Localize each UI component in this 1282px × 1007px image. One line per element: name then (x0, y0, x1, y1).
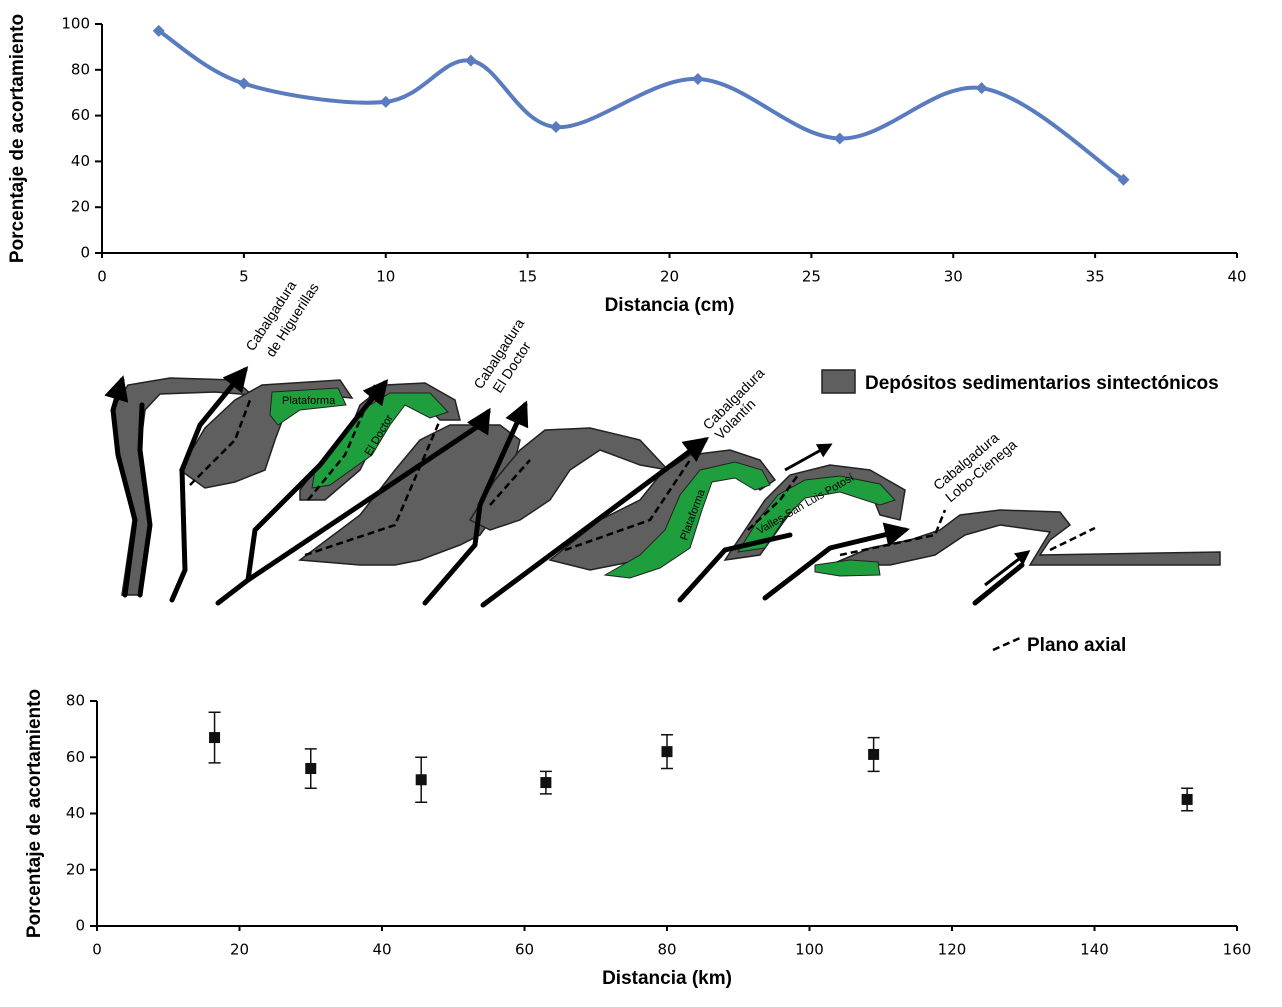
x-tick-label: 0 (97, 268, 107, 286)
thrust (972, 562, 1025, 606)
marker (833, 132, 846, 145)
x-tick-label: 120 (938, 941, 967, 959)
legend-label: Plano axial (1027, 635, 1126, 656)
thrust (762, 522, 910, 601)
marker (379, 95, 392, 108)
platform (737, 475, 896, 553)
marker (550, 121, 562, 134)
x-tick-label: 0 (92, 941, 102, 959)
fold (829, 509, 1221, 566)
thrust (480, 437, 710, 608)
marker (152, 24, 165, 37)
marker (1117, 173, 1130, 186)
y-tick-label: 100 (61, 15, 90, 33)
point (305, 763, 317, 774)
axial-plane (747, 474, 800, 531)
thrust (104, 375, 138, 598)
x-tick-label: 10 (376, 268, 395, 286)
thrust (245, 407, 491, 583)
axial-plane (839, 509, 947, 557)
y-tick-label: 20 (66, 860, 85, 878)
marker (237, 77, 250, 90)
x-tick-label: 60 (515, 941, 534, 959)
axial-plane (189, 399, 252, 486)
legend-swatch (821, 369, 856, 394)
marker (691, 72, 704, 85)
point (415, 774, 427, 786)
unit-label: Plataforma (282, 395, 336, 407)
thrust (422, 400, 529, 606)
point (209, 732, 221, 744)
y-tick-label: 0 (80, 244, 90, 262)
x-tick-label: 20 (660, 268, 679, 286)
y-tick-label: 80 (71, 60, 90, 78)
x-tick-label: 5 (239, 268, 249, 286)
x-tick-label: 20 (230, 941, 249, 959)
axial-plane (307, 384, 377, 501)
y-tick-label: 80 (66, 692, 85, 710)
x-tick-label: 40 (1227, 268, 1246, 286)
x-tick-label: 100 (795, 941, 824, 959)
point (661, 746, 673, 758)
x-tick-label: 140 (1080, 941, 1109, 959)
platform (603, 461, 771, 579)
cross-section: Cabalgadura de Higuerillas Cabalgadura E… (104, 278, 1221, 656)
y-axis-title: Porcentaje de acortamiento (24, 689, 45, 938)
point (1181, 793, 1193, 805)
thrust (677, 532, 793, 603)
line (157, 29, 1125, 182)
y-tick-label: 0 (75, 917, 85, 935)
x-tick-label: 15 (518, 268, 537, 286)
y-axis-title: Porcentaje de acortamiento (7, 14, 28, 263)
x-tick-label: 35 (1086, 268, 1105, 286)
point (540, 777, 552, 789)
x-tick-label: 80 (657, 941, 676, 959)
x-tick-label: 40 (372, 941, 391, 959)
legend-swatch (992, 636, 1021, 652)
y-tick-label: 60 (71, 106, 90, 124)
x-axis-title: Distancia (km) (602, 968, 732, 989)
thrust (137, 402, 153, 598)
thrust (215, 379, 389, 606)
platform (814, 559, 881, 577)
thrust (169, 366, 249, 603)
y-tick-label: 20 (71, 198, 90, 216)
axial-plane (304, 419, 442, 557)
x-tick-label: 25 (802, 268, 821, 286)
fold (468, 427, 671, 531)
y-tick-label: 40 (71, 152, 90, 170)
thrust (784, 443, 833, 472)
point (868, 748, 880, 760)
x-axis-title: Distancia (cm) (605, 295, 735, 316)
platform (269, 387, 347, 426)
y-tick-label: 60 (66, 748, 85, 766)
marker (464, 54, 477, 67)
x-tick-label: 160 (1223, 941, 1252, 959)
legend-label: Depósitos sedimentarios sintectónicos (865, 373, 1219, 394)
axial-plane (1049, 526, 1096, 552)
axial-plane (489, 459, 531, 506)
y-tick-label: 40 (66, 804, 85, 822)
axial-plane (564, 459, 692, 552)
x-tick-label: 30 (944, 268, 963, 286)
marker (975, 82, 988, 95)
thrust (984, 550, 1031, 587)
